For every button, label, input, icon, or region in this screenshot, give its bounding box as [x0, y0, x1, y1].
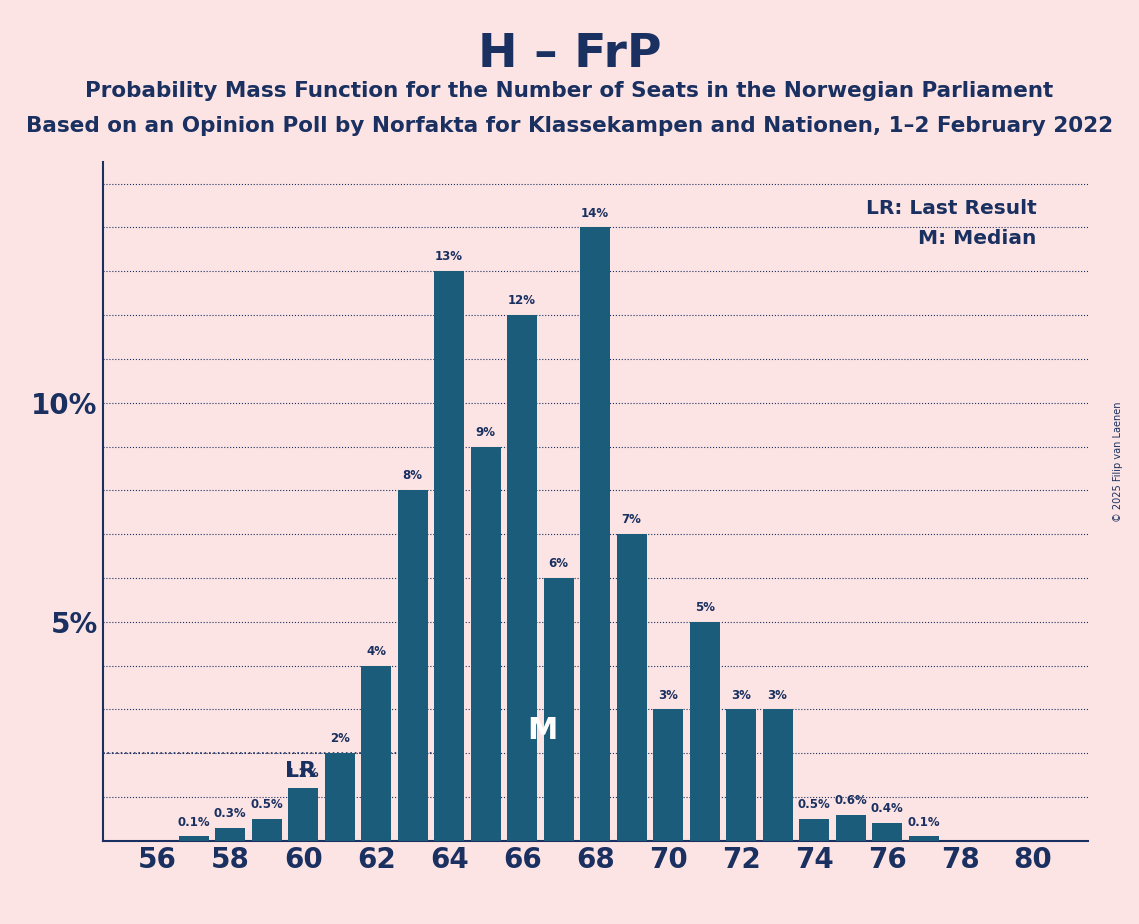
Text: © 2025 Filip van Laenen: © 2025 Filip van Laenen: [1114, 402, 1123, 522]
Text: 4%: 4%: [366, 645, 386, 658]
Bar: [580, 227, 611, 841]
Text: H – FrP: H – FrP: [477, 32, 662, 78]
Bar: [434, 272, 464, 841]
Text: 3%: 3%: [658, 688, 678, 701]
Bar: [836, 815, 866, 841]
Text: 5%: 5%: [695, 601, 714, 614]
Bar: [727, 710, 756, 841]
Text: 9%: 9%: [476, 426, 495, 439]
Text: 13%: 13%: [435, 250, 464, 263]
Bar: [361, 665, 391, 841]
Text: 1.2%: 1.2%: [287, 767, 320, 781]
Text: Based on an Opinion Poll by Norfakta for Klassekampen and Nationen, 1–2 February: Based on an Opinion Poll by Norfakta for…: [26, 116, 1113, 137]
Text: 2%: 2%: [330, 733, 350, 746]
Bar: [543, 578, 574, 841]
Bar: [616, 534, 647, 841]
Text: LR: LR: [285, 760, 317, 781]
Bar: [909, 836, 939, 841]
Bar: [763, 710, 793, 841]
Bar: [507, 315, 538, 841]
Bar: [179, 836, 208, 841]
Text: 0.1%: 0.1%: [178, 816, 210, 829]
Bar: [800, 819, 829, 841]
Text: M: Median: M: Median: [918, 229, 1036, 249]
Bar: [288, 788, 318, 841]
Text: 6%: 6%: [549, 557, 568, 570]
Text: 0.5%: 0.5%: [797, 798, 830, 811]
Bar: [470, 446, 501, 841]
Text: 8%: 8%: [403, 469, 423, 482]
Text: 0.5%: 0.5%: [251, 798, 284, 811]
Text: 7%: 7%: [622, 513, 641, 527]
Bar: [872, 823, 902, 841]
Text: 0.6%: 0.6%: [834, 794, 867, 807]
Text: M: M: [527, 716, 557, 745]
Bar: [653, 710, 683, 841]
Bar: [215, 828, 245, 841]
Bar: [325, 753, 354, 841]
Text: 14%: 14%: [581, 207, 609, 220]
Text: 3%: 3%: [731, 688, 751, 701]
Text: 0.1%: 0.1%: [908, 816, 940, 829]
Bar: [689, 622, 720, 841]
Bar: [398, 491, 427, 841]
Text: Probability Mass Function for the Number of Seats in the Norwegian Parliament: Probability Mass Function for the Number…: [85, 81, 1054, 102]
Text: 0.3%: 0.3%: [214, 807, 246, 820]
Text: 0.4%: 0.4%: [870, 802, 903, 815]
Bar: [252, 819, 281, 841]
Text: 12%: 12%: [508, 294, 536, 307]
Text: LR: Last Result: LR: Last Result: [866, 199, 1036, 218]
Text: 3%: 3%: [768, 688, 787, 701]
